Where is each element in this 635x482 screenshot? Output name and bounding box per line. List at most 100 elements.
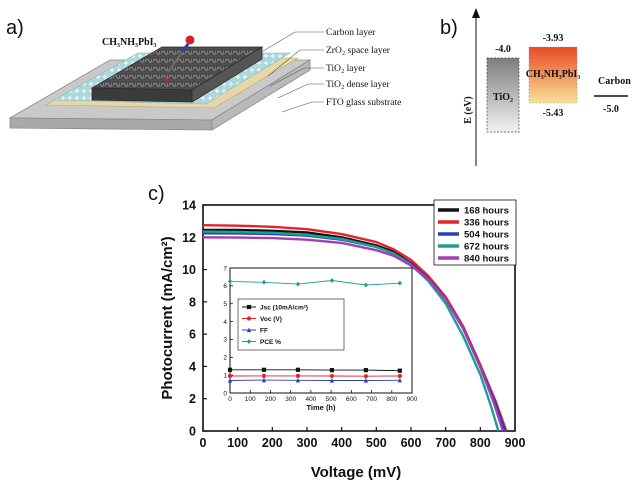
perovskite-bottom-value: -5.43	[543, 108, 564, 119]
inset-point	[397, 377, 402, 383]
inset-y-tick-label: 4	[223, 319, 227, 326]
legend-label: 168 hours	[464, 206, 509, 217]
layer-leader-lines	[237, 31, 324, 113]
inset-point	[397, 280, 402, 286]
inset-series-line	[229, 280, 400, 286]
main-x-axis-label: Voltage (mV)	[311, 464, 402, 481]
y-tick-label: 12	[182, 231, 196, 245]
inset-point	[227, 378, 233, 383]
x-tick-label: 600	[401, 436, 422, 450]
inset-point	[261, 373, 267, 378]
y-tick-label: 0	[189, 425, 196, 439]
panel-b-label: b)	[440, 17, 458, 39]
inset-point	[261, 279, 267, 285]
energy-axis-arrow	[472, 8, 480, 18]
inset-point	[397, 368, 402, 373]
inset-y-tick-label: 6	[223, 283, 227, 290]
inset-x-tick-label: 800	[386, 396, 397, 403]
inset-point	[363, 374, 368, 379]
inset-point	[329, 368, 335, 373]
carbon-layer-side	[191, 46, 263, 103]
inset-x-tick-label: 0	[228, 396, 232, 403]
legend-label: 672 hours	[464, 242, 509, 253]
inset-point	[227, 278, 233, 284]
x-tick-label: 700	[435, 436, 456, 450]
inset-point	[246, 316, 252, 321]
panel-a: a) CH₃NH₃PbI₃ Carbon layer ZrO₂	[6, 17, 401, 131]
inset-x-tick-label: 900	[407, 396, 418, 403]
y-tick-label: 14	[182, 199, 196, 213]
carbon-layer-front	[91, 87, 193, 103]
main-plot-frame	[202, 204, 516, 432]
jv-curve-672-hours	[202, 230, 500, 432]
inset-point	[363, 282, 368, 288]
panel-c-label: c)	[148, 183, 165, 205]
inset-y-tick-label: 3	[223, 337, 227, 344]
tio2-top-value: -4.0	[495, 44, 511, 55]
inset-legend-label: Voc (V)	[260, 316, 282, 323]
x-tick-label: 900	[505, 436, 526, 450]
inset-legend-label: Jsc (10mA/cm²)	[260, 304, 308, 311]
panel-b: b) E (eV) TiO₂ -4.0 CH₃NH₃PbI₃ -3.93 -5.…	[440, 8, 631, 166]
inset-point	[227, 373, 233, 379]
inset-legend-label: PCE %	[260, 339, 281, 346]
x-tick-label: 800	[470, 436, 491, 450]
inset-point	[295, 373, 301, 378]
y-tick-label: 8	[189, 295, 196, 309]
inset-point	[227, 367, 233, 372]
inset-point	[329, 373, 335, 379]
inset-point	[295, 367, 301, 372]
inset-point	[363, 368, 368, 373]
panel-a-label: a)	[6, 17, 24, 39]
legend-label: 504 hours	[464, 230, 509, 241]
inset-x-tick-label: 500	[326, 396, 337, 403]
stability-inset-chart: 0 100 200 300 400 500 600 700 800 900 0 1 2 3 4 5 6 7 Time…	[223, 265, 417, 412]
x-tick-label: 100	[227, 436, 248, 450]
jv-curve-840-hours	[202, 236, 505, 432]
legend-label: 336 hours	[464, 218, 509, 229]
inset-x-tick-label: 200	[265, 396, 276, 403]
inset-point	[261, 367, 267, 372]
inset-y-tick-label: 5	[223, 301, 227, 308]
x-tick-label: 200	[262, 436, 283, 450]
inset-point	[246, 339, 252, 344]
inset-legend-label: FF	[260, 327, 268, 334]
inset-point	[295, 377, 301, 383]
inset-point	[363, 378, 368, 383]
tio2-band	[486, 57, 520, 133]
inset-x-tick-label: 600	[346, 396, 357, 403]
layer-label-tio2-dense: TiO₂ dense layer	[326, 80, 390, 90]
inset-y-tick-label: 1	[223, 372, 227, 379]
panel-c: c) Voltage (mV) Photocurrent (mA/cm²) 0 1…	[148, 183, 525, 481]
inset-series-line	[230, 369, 400, 372]
perovskite-band-label: CH₃NH₃PbI₃	[526, 69, 581, 80]
layer-label-tio2: TiO₂ layer	[326, 64, 366, 74]
x-tick-label: 400	[331, 436, 352, 450]
y-tick-label: 4	[189, 360, 196, 374]
inset-point	[246, 327, 252, 333]
inset-x-tick-label: 300	[285, 396, 296, 403]
perovskite-top-value: -3.93	[543, 33, 564, 44]
main-y-axis-label: Photocurrent (mA/cm²)	[159, 236, 176, 399]
carbon-level-value: -5.0	[603, 104, 619, 115]
inset-point	[329, 378, 335, 383]
energy-axis-label: E (eV)	[463, 96, 474, 124]
layer-label-fto: FTO glass substrate	[326, 98, 401, 108]
y-tick-label: 2	[189, 392, 196, 406]
inset-point	[329, 278, 335, 283]
x-tick-label: 500	[366, 436, 387, 450]
x-tick-label: 0	[200, 436, 207, 450]
layer-label-carbon: Carbon layer	[326, 28, 376, 38]
y-tick-label: 6	[189, 328, 196, 342]
fto-substrate-front	[9, 117, 213, 131]
inset-point	[397, 373, 402, 379]
inset-x-tick-label: 100	[245, 396, 256, 403]
inset-point	[295, 281, 301, 287]
inset-x-axis-label: Time (h)	[306, 403, 336, 412]
perovskite-band	[528, 46, 578, 104]
y-tick-label: 10	[182, 263, 196, 277]
layer-label-zro2: ZrO₂ space layer	[326, 46, 391, 56]
tio2-band-label: TiO₂	[493, 92, 513, 103]
inset-x-tick-label: 700	[366, 396, 377, 403]
